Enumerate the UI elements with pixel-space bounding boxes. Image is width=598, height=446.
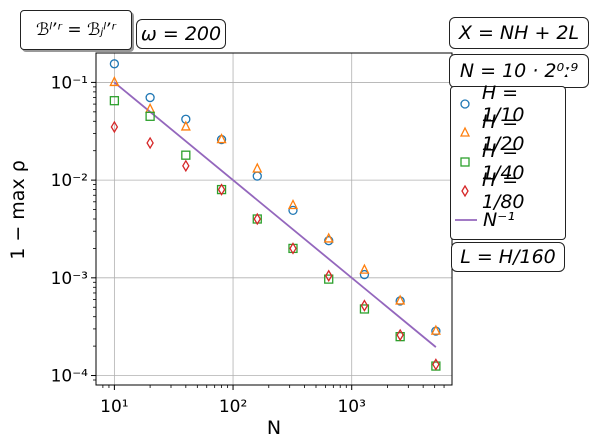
data-point (109, 96, 120, 106)
data-point (145, 92, 155, 103)
data-point (217, 183, 226, 196)
legend-marker (460, 157, 470, 167)
n-definition-annotation: N = 10 · 2⁰ː⁹ (449, 54, 589, 88)
data-point (110, 120, 119, 134)
operator-annotation: ℬˡʼʳ = ℬⱼˡʼʳ (20, 10, 132, 50)
data-point (252, 162, 263, 173)
data-point (289, 242, 297, 255)
legend-entry: N⁻¹ (451, 207, 563, 233)
data-point (324, 274, 334, 284)
legend-label: H = 1/20 (481, 111, 525, 155)
legend-label: H = 1/80 (481, 169, 525, 213)
legend-entry: H = 1/80 (451, 169, 563, 213)
x-definition-annotation: X = NH + 2L (449, 17, 589, 49)
data-point (109, 59, 120, 69)
data-point (109, 75, 120, 87)
data-point (181, 150, 191, 160)
data-markers (109, 59, 441, 371)
data-point (396, 328, 404, 342)
data-point (395, 294, 406, 305)
legend-marker (460, 99, 470, 109)
y-axis-label: 1 − max ρ (7, 160, 29, 260)
y-tick-label: 10⁻¹ (51, 73, 88, 93)
data-point (145, 111, 155, 121)
plot-frame (95, 52, 453, 386)
data-point (359, 263, 370, 274)
reference-line (113, 81, 437, 348)
data-point (288, 205, 298, 216)
y-tick-label: 10⁻³ (51, 269, 88, 289)
legend-label: H = 1/40 (481, 140, 525, 184)
legend-swatch (455, 219, 477, 221)
legend-label: H = 1/10 (481, 82, 525, 126)
data-point (324, 269, 333, 283)
data-point (359, 269, 370, 280)
data-point (430, 324, 441, 335)
data-point (287, 199, 299, 210)
reference-line-layer (113, 81, 437, 348)
data-point (323, 232, 334, 243)
grid-lines (96, 53, 452, 385)
legend-entry: H = 1/20 (451, 111, 563, 155)
l-definition-annotation: L = H/160 (451, 242, 565, 272)
x-tick-label: 10³ (337, 397, 365, 417)
data-point (360, 299, 369, 312)
data-point (359, 304, 370, 314)
x-tick-label: 10² (219, 397, 247, 417)
x-axis-label: N (267, 417, 281, 439)
legend-swatch (460, 157, 470, 167)
y-tick-label: 10⁻² (51, 171, 88, 191)
tick-labels: 10¹ 10² 10³ 10⁻¹ 10⁻² 10⁻³ 10⁻⁴ (51, 73, 366, 417)
legend: H = 1/10 H = 1/20 H = 1/40 H = 1/80 N⁻¹ (450, 82, 566, 240)
x-tick-label: 10¹ (100, 397, 128, 417)
legend-swatch (461, 184, 469, 198)
tick-marks (91, 81, 445, 390)
data-point (182, 159, 190, 173)
omega-annotation: ω = 200 (136, 19, 226, 49)
legend-marker (459, 126, 471, 137)
legend-marker (461, 184, 469, 198)
legend-entry: H = 1/10 (451, 82, 563, 126)
data-point (180, 120, 191, 131)
data-point (216, 133, 227, 144)
legend-label: N⁻¹ (483, 209, 515, 231)
data-point (432, 358, 440, 371)
data-point (252, 171, 262, 181)
data-point (146, 136, 154, 150)
legend-swatch (460, 99, 470, 109)
y-tick-label: 10⁻⁴ (51, 367, 89, 387)
legend-entry: H = 1/40 (451, 140, 563, 184)
legend-swatch (459, 126, 471, 137)
data-point (253, 212, 262, 226)
